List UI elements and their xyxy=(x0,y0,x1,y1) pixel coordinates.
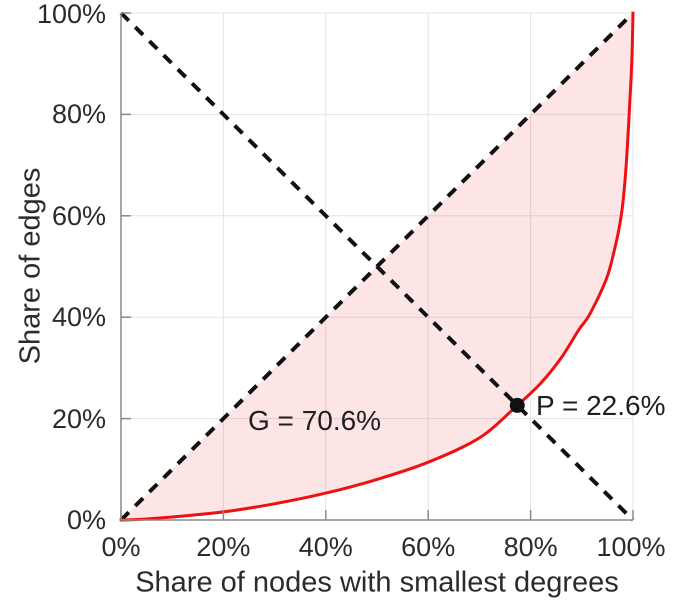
x-tick-label-100: 100% xyxy=(596,532,666,562)
x-axis-title: Share of nodes with smallest degrees xyxy=(135,566,619,599)
tick-marks xyxy=(120,12,634,521)
axis-lines xyxy=(120,13,633,521)
x-tick-label-20: 20% xyxy=(196,532,251,562)
x-tick-label-0: 0% xyxy=(101,532,141,562)
lorenz-curve-line xyxy=(119,11,635,522)
y-tick-label-20: 20% xyxy=(51,403,106,434)
y-tick-label-80: 80% xyxy=(51,99,106,130)
y-tick-label-40: 40% xyxy=(51,302,106,333)
x-tick-label-80: 80% xyxy=(503,532,558,562)
anti-diagonal xyxy=(119,11,635,522)
y-tick-label-100: 100% xyxy=(36,0,106,29)
gini-annotation: G = 70.6% xyxy=(248,405,382,436)
x-tick-label-40: 40% xyxy=(298,532,353,562)
dashed-reference-lines xyxy=(119,11,635,522)
y-axis-title: Share of edges xyxy=(14,167,47,365)
lorenz-curve-path xyxy=(119,11,635,522)
x-tick-label-60: 60% xyxy=(401,532,456,562)
y-tick-label-0: 0% xyxy=(66,505,106,535)
gridlines xyxy=(121,12,634,520)
p-point-dot xyxy=(509,397,525,413)
p-annotation: P = 22.6% xyxy=(536,390,666,421)
y-tick-label-60: 60% xyxy=(51,200,106,231)
intersection-point-marker xyxy=(509,397,525,413)
